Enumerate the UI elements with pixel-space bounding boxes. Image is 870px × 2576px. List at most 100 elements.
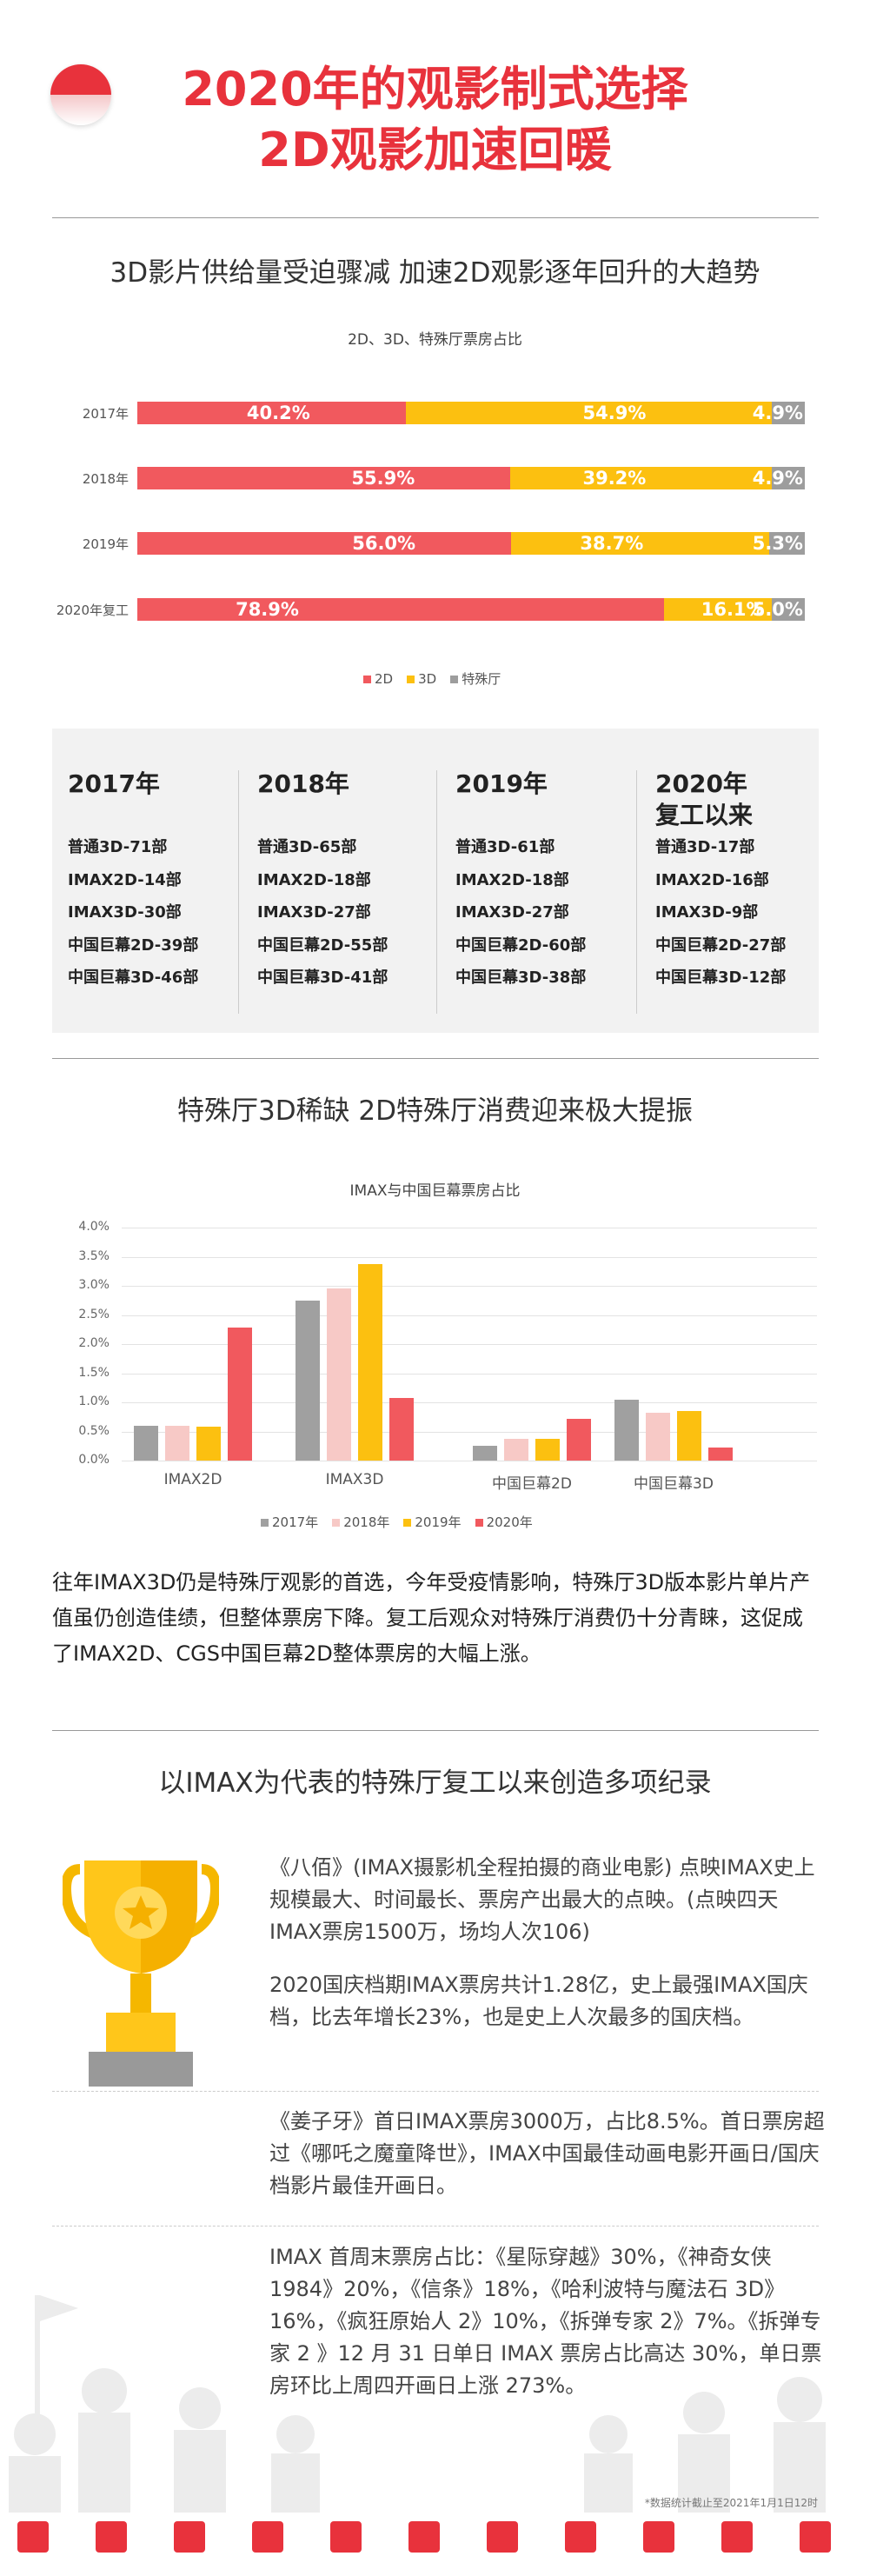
- footer-square: [487, 2521, 518, 2553]
- data-note: *数据统计截止至2021年1月1日12时: [644, 2497, 818, 2509]
- bar-data-label: 55.9%: [351, 468, 415, 489]
- stacked-chart-legend: 2D 3D 特殊厅: [363, 669, 501, 688]
- gridline: [122, 1344, 817, 1345]
- supply-item: 普通3D-17部: [655, 838, 755, 856]
- legend-item: 2020年: [475, 1513, 533, 1531]
- gridline: [122, 1256, 817, 1258]
- supply-year-heading: 2019年: [455, 769, 548, 798]
- section3-title: 以IMAX为代表的特殊厅复工以来创造多项纪录: [158, 1767, 712, 1799]
- legend-item: 2D: [363, 671, 393, 687]
- column-separator: [436, 770, 437, 1014]
- column-bar-2017年: [473, 1446, 497, 1461]
- analysis-paragraph: 往年IMAX3D仍是特殊厅观影的首选，今年受疫情影响，特殊厅3D版本影片单片产值…: [52, 1570, 811, 1666]
- gridline: [122, 1431, 817, 1433]
- column-bar-2020年: [389, 1397, 414, 1461]
- supply-year-heading: 2018年: [257, 769, 349, 798]
- x-category-label: IMAX3D: [325, 1471, 384, 1488]
- bar-data-label: 39.2%: [582, 468, 647, 489]
- supply-item: 中国巨幕2D-60部: [455, 935, 587, 955]
- bar-data-label: 5.3%: [752, 533, 803, 554]
- section2-title: 特殊厅3D稀缺 2D特殊厅消费迎来极大提振: [176, 1095, 694, 1127]
- footer-square: [565, 2521, 596, 2553]
- stacked-row-label: 2018年: [82, 471, 129, 487]
- record-item: 《八佰》(IMAX摄影机全程拍摄的商业电影) 点映IMAX史上规模最大、时间最长…: [269, 1855, 815, 1944]
- y-tick-label: 2.5%: [78, 1307, 110, 1321]
- legend-item: 2019年: [403, 1513, 462, 1531]
- bar-segment-特殊厅: 4.9%: [753, 402, 805, 424]
- footer-square: [408, 2521, 440, 2553]
- y-tick-label: 3.5%: [78, 1248, 110, 1263]
- footer-square: [17, 2521, 49, 2553]
- bar-segment-特殊厅: 4.9%: [753, 467, 805, 489]
- column-bar-2020年: [708, 1448, 733, 1461]
- y-tick-label: 0.5%: [78, 1423, 110, 1438]
- supply-item: IMAX2D-14部: [68, 870, 182, 889]
- stacked-bar-row: 78.9% 16.1% 5.0%: [137, 598, 805, 621]
- y-tick-label: 2.0%: [78, 1336, 110, 1350]
- y-tick-label: 3.0%: [78, 1278, 110, 1292]
- column-bar-2017年: [134, 1425, 158, 1461]
- bar-segment-2D: 40.2%: [137, 402, 406, 424]
- record-item: 2020国庆档期IMAX票房共计1.28亿，史上最强IMAX国庆档，比去年增长2…: [269, 1973, 808, 2029]
- column-bar-2019年: [535, 1438, 560, 1461]
- supply-item: 中国巨幕3D-41部: [257, 968, 389, 987]
- supply-item: IMAX3D-9部: [655, 903, 759, 922]
- bar-segment-3D: 54.9%: [405, 402, 773, 424]
- supply-item: 中国巨幕2D-39部: [68, 935, 199, 955]
- y-tick-label: 1.0%: [78, 1395, 110, 1408]
- x-category-label: IMAX2D: [163, 1471, 222, 1488]
- bar-segment-特殊厅: 5.3%: [753, 532, 805, 555]
- bar-segment-2D: 55.9%: [137, 467, 511, 489]
- bar-segment-2D: 78.9%: [137, 598, 664, 621]
- record-item: 《姜子牙》首日IMAX票房3000万，占比8.5%。首日票房超过《哪吒之魔童降世…: [269, 2109, 825, 2198]
- gridline: [122, 1373, 817, 1375]
- bar-data-label: 40.2%: [246, 403, 310, 423]
- gridline: [122, 1286, 817, 1287]
- footer-square: [721, 2521, 753, 2553]
- section1-title: 3D影片供给量受迫骤减 加速2D观影逐年回升的大趋势: [110, 257, 760, 289]
- column-separator: [238, 770, 239, 1014]
- column-bar-2018年: [504, 1438, 528, 1461]
- supply-item: IMAX3D-30部: [68, 903, 182, 922]
- legend-item: 2017年: [261, 1513, 318, 1531]
- supply-year-column: 2020年 复工以来 普通3D-17部 IMAX2D-16部 IMAX3D-9部 中国巨…: [655, 769, 786, 995]
- bar-data-label: 5.0%: [752, 599, 803, 620]
- supply-item: 普通3D-71部: [68, 838, 168, 856]
- footer-square: [96, 2521, 127, 2553]
- bar-segment-特殊厅: 5.0%: [753, 598, 805, 621]
- column-chart-title: IMAX与中国巨幕票房占比: [349, 1182, 521, 1200]
- divider: [52, 1058, 819, 1059]
- supply-item: IMAX2D-18部: [455, 870, 569, 889]
- footer-square: [330, 2521, 362, 2553]
- bar-segment-2D: 56.0%: [137, 532, 512, 555]
- footer-square: [643, 2521, 674, 2553]
- trophy-icon: [63, 1860, 219, 2087]
- column-bar-2018年: [327, 1288, 351, 1461]
- column-bar-2020年: [228, 1328, 252, 1461]
- y-tick-label: 4.0%: [78, 1220, 110, 1234]
- brand-logo: [50, 64, 111, 125]
- film-supply-panel: 2017年 普通3D-71部 IMAX2D-14部 IMAX3D-30部 中国巨幕2D-…: [52, 729, 819, 1033]
- column-separator: [636, 770, 637, 1014]
- page-title-line1: 2020年的观影制式选择: [182, 62, 688, 116]
- supply-year-column: 2019年普通3D-61部 IMAX2D-18部 IMAX3D-27部 中国巨幕2D-…: [455, 769, 586, 995]
- bar-segment-3D: 38.7%: [511, 532, 770, 555]
- crowd-illustration: [9, 2295, 826, 2513]
- divider: [52, 1730, 819, 1731]
- legend-item: 特殊厅: [450, 669, 501, 688]
- bar-data-label: 4.9%: [752, 403, 803, 423]
- supply-item: 普通3D-61部: [455, 838, 555, 856]
- column-bar-2017年: [296, 1300, 320, 1461]
- x-category-label: 中国巨幕2D: [492, 1475, 572, 1493]
- supply-item: IMAX3D-27部: [455, 903, 569, 922]
- bar-segment-3D: 16.1%: [663, 598, 772, 621]
- footer-square: [174, 2521, 205, 2553]
- legend-item: 3D: [407, 671, 436, 687]
- bar-data-label: 54.9%: [582, 403, 647, 423]
- footer-square: [252, 2521, 283, 2553]
- bar-data-label: 16.1%: [701, 599, 765, 620]
- column-bar-2019年: [196, 1427, 221, 1461]
- x-category-label: 中国巨幕3D: [634, 1475, 714, 1493]
- column-bar-2017年: [614, 1399, 639, 1461]
- bar-data-label: 4.9%: [752, 468, 803, 489]
